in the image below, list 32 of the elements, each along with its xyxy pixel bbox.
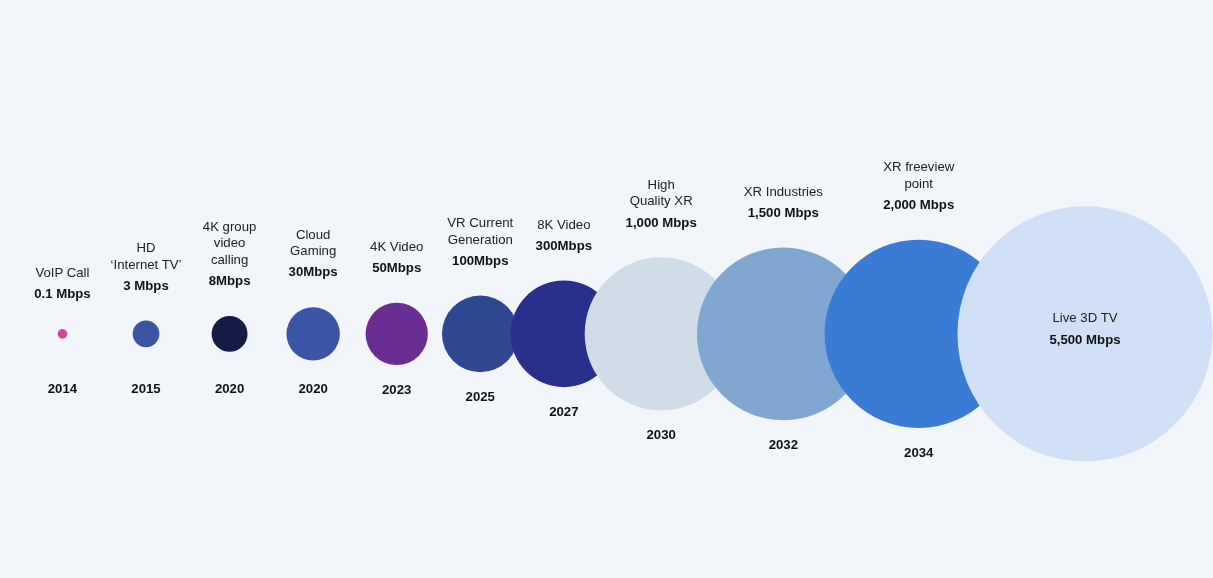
category-label: High Quality XR xyxy=(629,176,693,209)
category-label: HD ‘Internet TV’ xyxy=(110,239,182,272)
text: 2034 xyxy=(904,445,934,461)
category-label: XR freeview point xyxy=(883,159,955,191)
category-label: Live 3D TV xyxy=(1052,310,1118,326)
category-label: 4K group video calling xyxy=(202,218,257,267)
data-label: 30Mbps xyxy=(288,264,338,280)
data-label: 5,500 Mbps xyxy=(1049,331,1121,347)
text: 2023 xyxy=(382,382,412,398)
text: 2027 xyxy=(549,404,579,420)
text: 2032 xyxy=(768,437,798,453)
category-label: 4K Video xyxy=(370,238,424,254)
data-label: 1,000 Mbps xyxy=(625,214,697,230)
data-label: 300Mbps xyxy=(535,237,593,253)
data-label: 100Mbps xyxy=(452,252,509,268)
category-label: VoIP Call xyxy=(35,265,90,281)
data-label: 3 Mbps xyxy=(123,277,169,293)
text: 2020 xyxy=(214,380,245,396)
category-label: VR Current Generation xyxy=(447,214,514,247)
data-label: 1,500 Mbps xyxy=(747,204,819,220)
text: 2030 xyxy=(646,427,676,443)
text: 2014 xyxy=(47,380,78,396)
category-label: Cloud Gaming xyxy=(290,226,337,259)
text: 2020 xyxy=(298,380,328,396)
data-label: 0.1 Mbps xyxy=(34,286,91,302)
data-label: 8Mbps xyxy=(208,273,251,289)
data-label: 2,000 Mbps xyxy=(883,196,955,212)
data-label: 50Mbps xyxy=(372,259,422,275)
text: 2015 xyxy=(131,380,161,396)
text: 2025 xyxy=(465,389,495,405)
category-label: 8K Video xyxy=(537,216,591,232)
category-label: XR Industries xyxy=(743,183,824,199)
